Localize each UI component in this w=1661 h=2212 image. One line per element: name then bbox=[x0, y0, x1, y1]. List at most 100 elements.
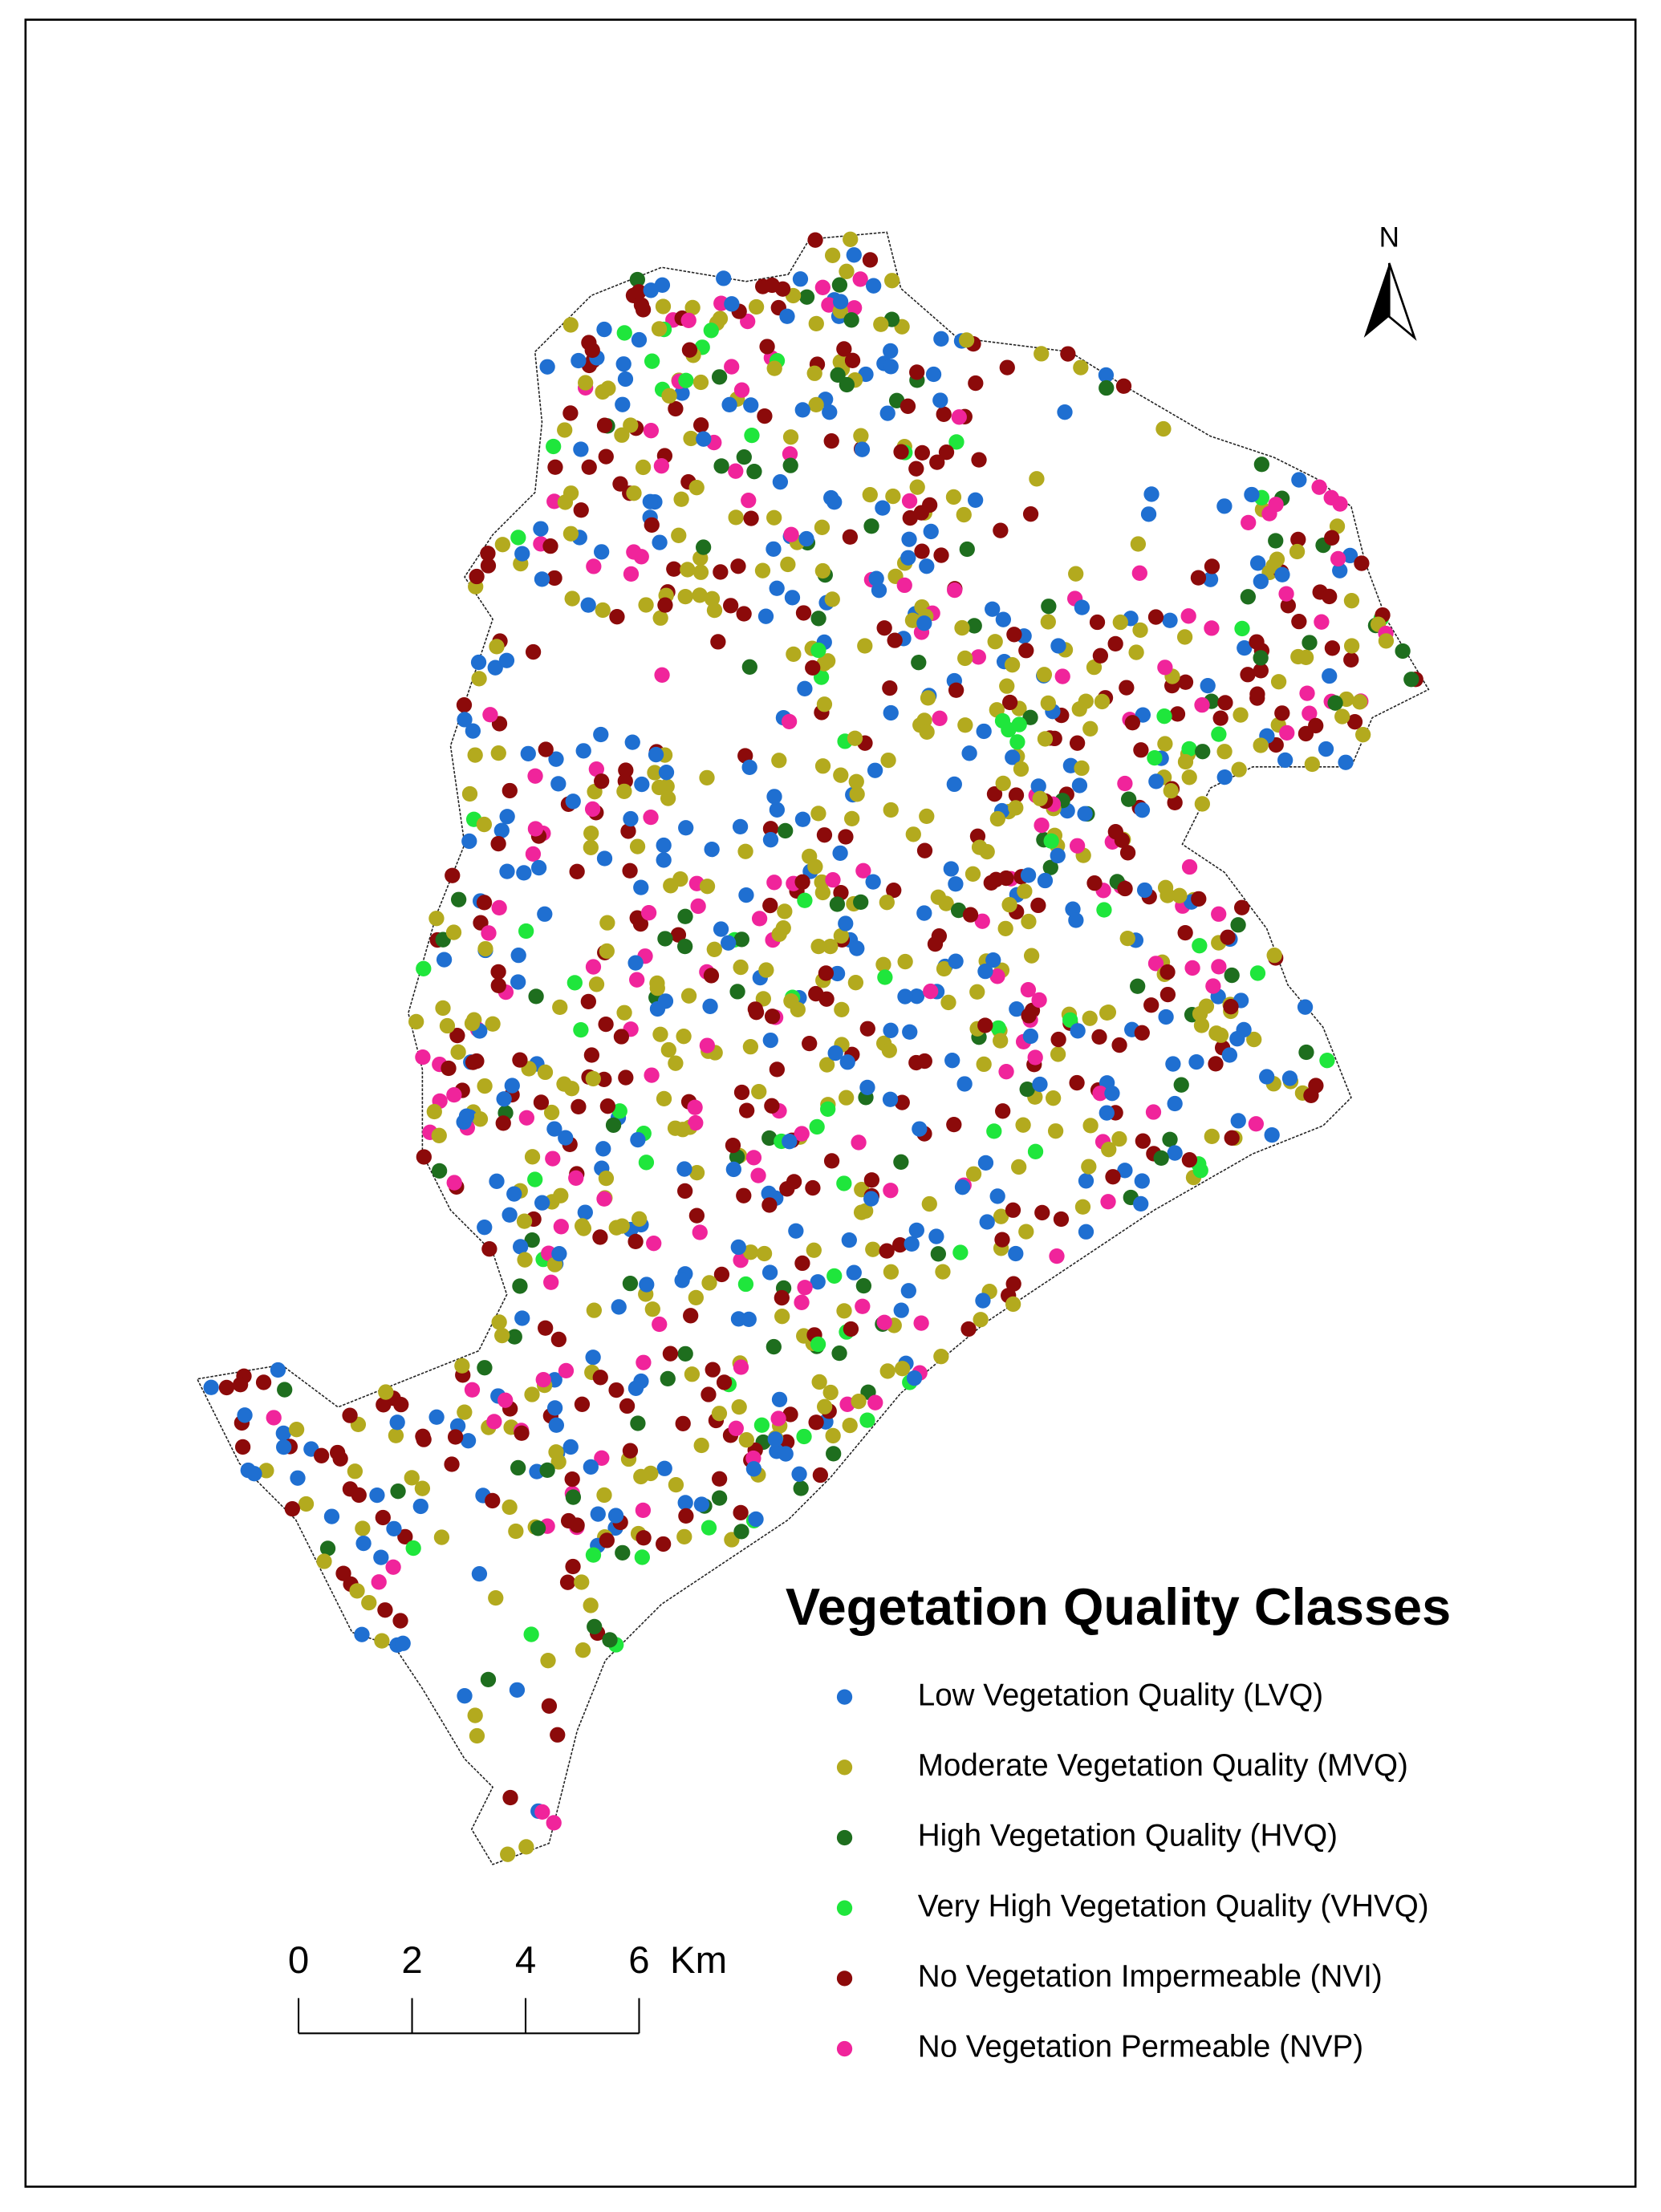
sample-point bbox=[859, 1412, 875, 1428]
sample-point bbox=[329, 1444, 346, 1461]
sample-point bbox=[355, 1520, 371, 1536]
sample-point bbox=[599, 1098, 616, 1114]
sample-point bbox=[1068, 912, 1084, 928]
sample-point bbox=[894, 1094, 910, 1110]
sample-point bbox=[1177, 924, 1193, 941]
sample-point bbox=[489, 639, 505, 655]
sample-point bbox=[1157, 736, 1173, 752]
sample-point bbox=[1030, 778, 1046, 794]
sample-point bbox=[883, 359, 899, 375]
sample-point bbox=[546, 1121, 562, 1137]
sample-point bbox=[814, 562, 831, 579]
sample-point bbox=[1117, 775, 1133, 792]
sample-point bbox=[390, 1483, 406, 1500]
sample-point bbox=[537, 1064, 554, 1081]
sample-point bbox=[545, 1151, 561, 1167]
sample-point bbox=[762, 821, 779, 837]
sample-point bbox=[355, 1535, 372, 1552]
sample-point bbox=[431, 1163, 448, 1179]
sample-point bbox=[1130, 978, 1146, 994]
sample-point bbox=[1181, 1152, 1198, 1168]
sample-point bbox=[973, 1312, 989, 1328]
sample-point bbox=[933, 1349, 949, 1365]
sample-point bbox=[476, 895, 493, 911]
sample-point bbox=[1136, 882, 1153, 899]
sample-point bbox=[882, 680, 898, 696]
sample-point bbox=[730, 1239, 746, 1256]
sample-point bbox=[1027, 1049, 1043, 1065]
sample-point bbox=[516, 865, 532, 881]
sample-point bbox=[614, 427, 630, 443]
sample-point bbox=[1268, 497, 1284, 513]
sample-point bbox=[1221, 1047, 1238, 1063]
sample-point bbox=[909, 364, 925, 380]
sample-point bbox=[599, 1532, 615, 1548]
sample-point bbox=[896, 577, 912, 594]
sample-point bbox=[782, 429, 799, 445]
sample-point bbox=[742, 1244, 759, 1260]
sample-point bbox=[1204, 620, 1220, 636]
sample-point bbox=[1018, 1224, 1034, 1240]
sample-point bbox=[692, 1224, 708, 1240]
sample-point bbox=[502, 1207, 518, 1223]
sample-point bbox=[1191, 891, 1207, 907]
sample-point bbox=[275, 1425, 291, 1442]
sample-point bbox=[668, 1055, 684, 1071]
sample-point bbox=[613, 1029, 630, 1045]
sample-point bbox=[883, 802, 899, 818]
sample-point bbox=[1073, 359, 1089, 375]
sample-point bbox=[905, 826, 921, 842]
sample-point bbox=[635, 302, 652, 318]
sample-point bbox=[369, 1487, 385, 1504]
sample-point bbox=[683, 430, 699, 447]
sample-point bbox=[900, 398, 916, 414]
sample-point bbox=[1162, 1131, 1178, 1147]
sample-point bbox=[1131, 565, 1147, 581]
sample-point bbox=[863, 518, 879, 534]
sample-point bbox=[1050, 1031, 1066, 1048]
sample-point bbox=[652, 534, 668, 550]
sample-point bbox=[577, 1204, 593, 1220]
sample-point bbox=[757, 408, 773, 424]
sample-point bbox=[684, 299, 701, 316]
sample-point bbox=[640, 905, 657, 921]
sample-point bbox=[751, 911, 768, 927]
sample-point bbox=[713, 458, 729, 474]
sample-point bbox=[824, 591, 840, 607]
sample-point bbox=[836, 1303, 852, 1319]
sample-point bbox=[989, 1188, 1005, 1204]
sample-point bbox=[1246, 1031, 1262, 1048]
sample-point bbox=[559, 1574, 576, 1590]
sample-point bbox=[1329, 518, 1346, 534]
sample-point bbox=[1020, 867, 1037, 883]
sample-point bbox=[574, 1574, 590, 1590]
sample-point bbox=[624, 734, 640, 750]
sample-point bbox=[766, 541, 782, 557]
sample-point bbox=[989, 810, 1005, 827]
sample-point bbox=[1259, 1069, 1275, 1085]
sample-point bbox=[810, 1274, 826, 1290]
sample-point bbox=[1022, 506, 1039, 522]
sample-point bbox=[1334, 708, 1350, 724]
sample-point bbox=[827, 1045, 843, 1061]
sample-point bbox=[711, 1490, 728, 1506]
sample-point bbox=[1092, 647, 1109, 664]
sample-point bbox=[482, 707, 498, 723]
sample-point bbox=[853, 428, 869, 444]
sample-point bbox=[1027, 1143, 1044, 1159]
sample-point bbox=[565, 793, 581, 810]
sample-point bbox=[574, 1218, 591, 1234]
sample-point bbox=[1308, 717, 1324, 734]
sample-point bbox=[894, 1361, 911, 1377]
legend-label: High Vegetation Quality (HVQ) bbox=[918, 1819, 1338, 1853]
sample-point bbox=[1078, 1224, 1094, 1240]
sample-point bbox=[543, 1274, 559, 1290]
sample-point bbox=[916, 615, 932, 631]
sample-point bbox=[822, 938, 839, 955]
sample-point bbox=[911, 655, 927, 671]
sample-point bbox=[755, 991, 771, 1007]
sample-point bbox=[1053, 1211, 1070, 1228]
sample-point bbox=[651, 321, 668, 337]
sample-point bbox=[842, 1417, 858, 1434]
sample-point bbox=[756, 1245, 773, 1262]
